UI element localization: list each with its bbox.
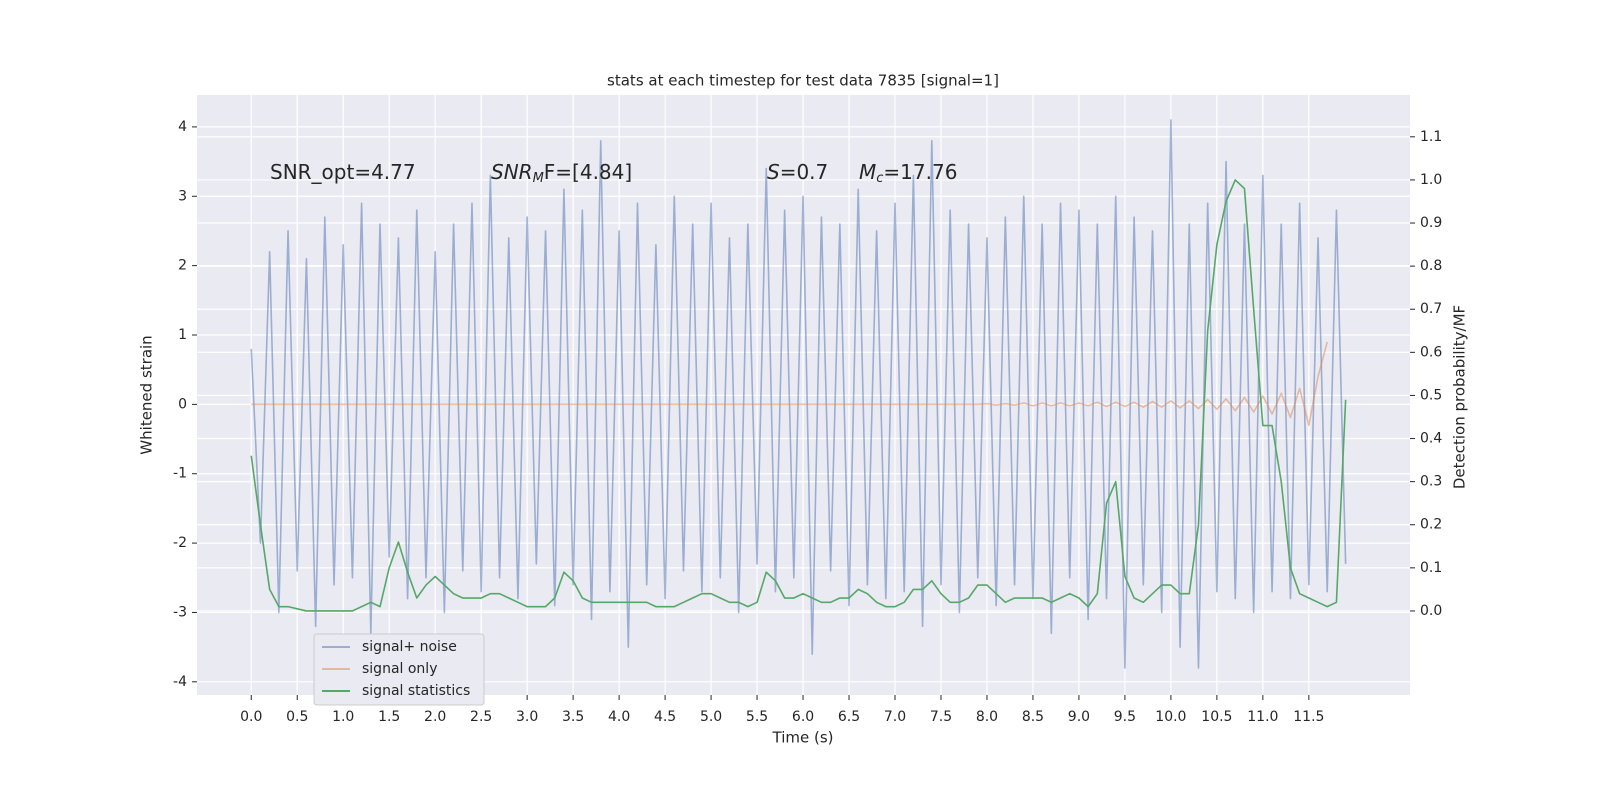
annotation-part: SNR xyxy=(491,160,533,184)
annotation-part: S xyxy=(767,160,780,184)
y2-tick-label: 1.0 xyxy=(1420,172,1442,188)
annotation-part: =0.7 xyxy=(780,160,829,184)
y2-axis-label: Detection probability/MF xyxy=(1451,305,1469,489)
series-line xyxy=(250,179,1347,612)
x-tick-label: 6.5 xyxy=(838,709,860,725)
y2-tick-label: 0.7 xyxy=(1420,301,1442,317)
y2-tick-label: 0.3 xyxy=(1420,474,1442,490)
x-tick-label: 3.0 xyxy=(516,709,538,725)
x-tick-label: 10.5 xyxy=(1201,709,1232,725)
y-tick-label: 0 xyxy=(178,396,187,412)
x-tick-label: 10.0 xyxy=(1155,709,1186,725)
y2-tick-label: 0.9 xyxy=(1420,215,1442,231)
y-tick-label: 2 xyxy=(178,258,187,274)
x-tick-label: 9.5 xyxy=(1114,709,1136,725)
x-tick-label: 2.5 xyxy=(470,709,492,725)
y2-tick-label: 0.8 xyxy=(1420,258,1442,274)
x-tick-label: 5.0 xyxy=(700,709,722,725)
y2-tick-label: 0.2 xyxy=(1420,517,1442,533)
x-tick-label: 11.0 xyxy=(1247,709,1278,725)
annotation-part: c xyxy=(876,171,883,186)
x-tick-label: 7.5 xyxy=(930,709,952,725)
x-tick-label: 4.0 xyxy=(608,709,630,725)
annotation-part: F=[4.84] xyxy=(544,160,632,184)
y-tick-label: 1 xyxy=(178,327,187,343)
x-tick-label: 8.5 xyxy=(1022,709,1044,725)
annotation-part: M xyxy=(533,171,544,186)
annotation: Mc=17.76 xyxy=(859,160,957,186)
chart-title: stats at each timestep for test data 783… xyxy=(607,72,999,90)
series-line xyxy=(251,341,1329,426)
x-tick-label: 7.0 xyxy=(884,709,906,725)
legend-label: signal+ noise xyxy=(362,639,457,655)
x-axis-label: Time (s) xyxy=(772,729,834,747)
x-tick-label: 6.0 xyxy=(792,709,814,725)
y2-tick-label: 0.1 xyxy=(1420,560,1442,576)
x-tick-label: 0.5 xyxy=(286,709,308,725)
y-tick-label: 3 xyxy=(178,188,187,204)
annotation-part: M xyxy=(859,160,876,184)
legend-label: signal statistics xyxy=(362,683,470,699)
x-tick-label: 3.5 xyxy=(562,709,584,725)
y2-tick-label: 0.6 xyxy=(1420,344,1442,360)
x-tick-label: 1.0 xyxy=(332,709,354,725)
y-axis-label: Whitened strain xyxy=(138,335,156,454)
y-tick-label: -4 xyxy=(173,674,187,690)
x-tick-label: 5.5 xyxy=(746,709,768,725)
y-tick-label: -3 xyxy=(173,604,187,620)
y-tick-label: -1 xyxy=(173,466,187,482)
annotation: SNR_opt=4.77 xyxy=(270,160,416,184)
x-tick-label: 8.0 xyxy=(976,709,998,725)
annotation-part: =17.76 xyxy=(883,160,957,184)
y-tick-label: 4 xyxy=(178,119,187,135)
x-tick-label: 2.0 xyxy=(424,709,446,725)
y2-tick-label: 0.0 xyxy=(1420,603,1442,619)
legend-label: signal only xyxy=(362,661,437,677)
x-tick-label: 0.0 xyxy=(240,709,262,725)
annotation: S=0.7 xyxy=(767,160,828,184)
y2-tick-label: 1.1 xyxy=(1420,129,1442,145)
y2-tick-label: 0.5 xyxy=(1420,387,1442,403)
y2-tick-label: 0.4 xyxy=(1420,431,1442,447)
y-tick-label: -2 xyxy=(173,535,187,551)
annotation: SNRMF=[4.84] xyxy=(491,160,632,186)
x-tick-label: 11.5 xyxy=(1293,709,1324,725)
annotation-part: SNR_opt=4.77 xyxy=(270,160,416,184)
legend-box xyxy=(313,633,485,706)
x-tick-label: 4.5 xyxy=(654,709,676,725)
x-tick-label: 1.5 xyxy=(378,709,400,725)
series-line xyxy=(250,119,1347,669)
x-tick-label: 9.0 xyxy=(1068,709,1090,725)
